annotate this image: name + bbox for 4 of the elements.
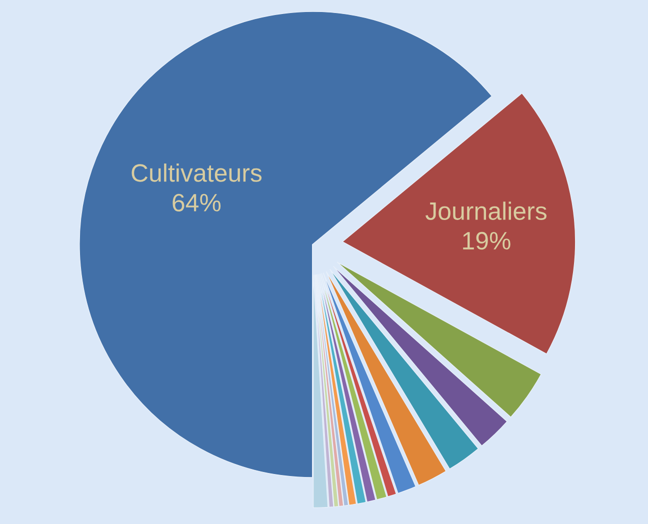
slice-label: Cultivateurs xyxy=(132,164,262,182)
data-label: 64% xyxy=(172,194,221,212)
slice-label: Journaliers xyxy=(426,202,546,220)
data-label: 19% xyxy=(463,232,510,250)
